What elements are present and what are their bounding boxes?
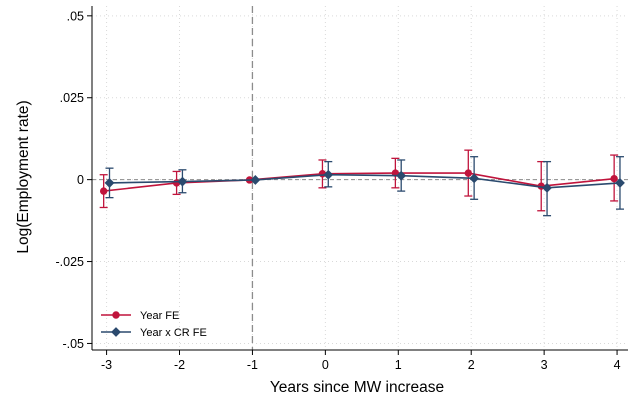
y-tick-label-2: 0 <box>77 173 84 187</box>
data-point-1-0 <box>104 178 115 188</box>
data-point-0-5 <box>464 169 472 177</box>
y-axis-title: Log(Employment rate) <box>15 100 32 253</box>
x-tick-label-3: 0 <box>322 358 329 372</box>
data-point-1-4 <box>396 170 407 181</box>
legend-marker-0 <box>112 311 120 319</box>
data-point-1-3 <box>323 169 334 180</box>
legend-label-0: Year FE <box>140 310 179 322</box>
data-point-1-2 <box>250 175 261 185</box>
data-point-1-5 <box>469 173 480 184</box>
legend: Year FE Year x CR FE <box>101 310 207 339</box>
y-tick-label-1: .025 <box>60 91 84 105</box>
data-point-1-7 <box>615 178 625 188</box>
x-tick-label-1: -2 <box>174 358 185 372</box>
x-axis-title: Years since MW increase <box>270 379 444 396</box>
axes: .05 .025 0 -.025 -.05 -3 -2 -1 0 1 2 3 4 <box>56 6 628 372</box>
series-line-1 <box>109 173 621 189</box>
y-tick-label-4: -.05 <box>62 337 84 351</box>
series-0 <box>99 149 619 212</box>
data-point-0-7 <box>610 174 618 183</box>
x-tick-label-5: 2 <box>468 358 475 372</box>
x-tick-label-6: 3 <box>541 358 548 372</box>
data-point-1-1 <box>177 176 188 187</box>
data-point-1-6 <box>542 182 552 193</box>
series-layer <box>99 149 625 217</box>
x-tick-label-2: -1 <box>247 358 258 372</box>
legend-item-0: Year FE <box>101 310 179 322</box>
x-tick-label-7: 4 <box>614 358 621 372</box>
legend-marker-1 <box>111 327 121 337</box>
legend-item-1: Year x CR FE <box>101 327 207 339</box>
x-tick-label-0: -3 <box>101 358 112 372</box>
series-1 <box>104 156 625 217</box>
legend-label-1: Year x CR FE <box>140 327 207 339</box>
series-line-0 <box>103 172 615 192</box>
y-tick-label-0: .05 <box>67 9 84 23</box>
data-point-0-0 <box>99 187 108 195</box>
x-tick-label-4: 1 <box>395 358 402 372</box>
y-tick-label-3: -.025 <box>56 255 85 269</box>
